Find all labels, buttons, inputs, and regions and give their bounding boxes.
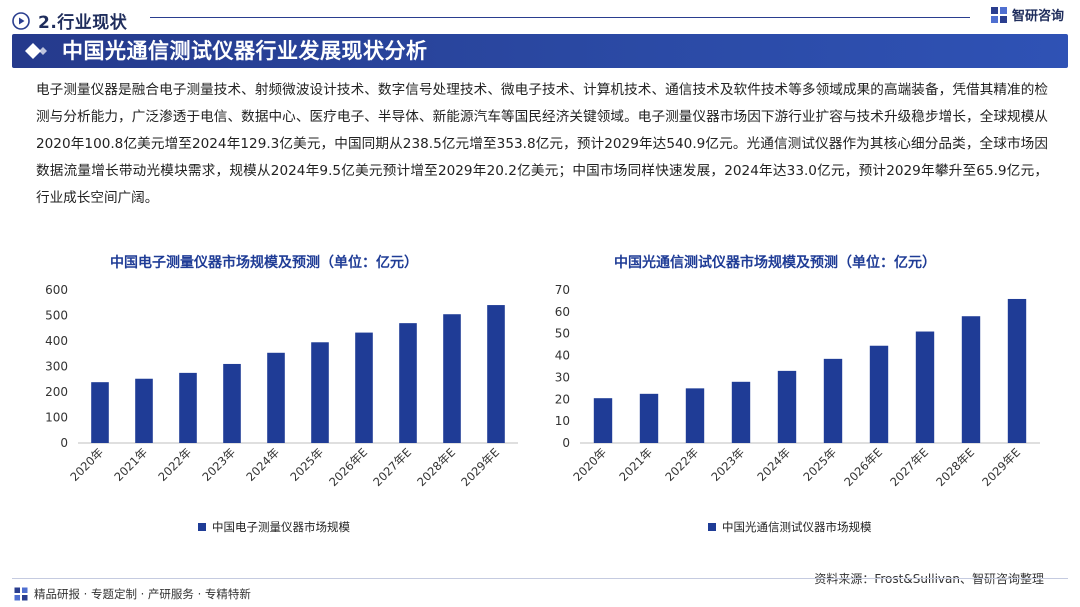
footer-services: 精品研报 · 专题定制 · 产研服务 · 专精特新 <box>14 586 251 602</box>
bar <box>443 314 461 443</box>
bar <box>91 382 109 443</box>
x-tick-label: 2024年 <box>243 445 282 484</box>
y-tick-label: 0 <box>60 436 68 450</box>
brand-name: 智研咨询 <box>1011 9 1064 24</box>
bar <box>593 398 613 443</box>
bar <box>311 342 329 443</box>
brand-logo-icon <box>990 6 1007 23</box>
section-title: 2.行业现状 <box>38 13 128 33</box>
x-tick-label: 2020年 <box>570 445 609 484</box>
x-tick-label: 2027年E <box>887 445 931 489</box>
legend-swatch <box>708 523 716 531</box>
bar <box>823 358 843 443</box>
bar <box>267 352 285 443</box>
y-tick-label: 10 <box>555 414 570 428</box>
bar <box>1007 298 1027 443</box>
footer-logo-icon <box>14 587 28 601</box>
footer-services-text: 精品研报 · 专题定制 · 产研服务 · 专精特新 <box>34 587 251 601</box>
x-tick-label: 2024年 <box>754 445 793 484</box>
brand: 智研咨询 <box>990 5 1064 24</box>
chart-1-title: 中国电子测量仪器市场规模及预测（单位：亿元） <box>110 255 418 271</box>
y-tick-label: 30 <box>555 370 570 384</box>
x-tick-label: 2029年E <box>458 445 502 489</box>
bar <box>777 370 797 443</box>
bar <box>355 332 373 443</box>
play-circle-icon <box>12 11 30 30</box>
bar <box>731 381 751 443</box>
bar <box>685 388 705 443</box>
x-tick-label: 2022年 <box>155 445 194 484</box>
x-tick-label: 2023年 <box>708 445 747 484</box>
legend-label: 中国光通信测试仪器市场规模 <box>722 520 872 534</box>
bar <box>961 316 981 443</box>
y-tick-label: 0 <box>562 436 570 450</box>
bar <box>135 378 153 443</box>
y-tick-label: 20 <box>555 392 570 406</box>
bar <box>179 372 197 443</box>
y-tick-label: 200 <box>45 385 68 399</box>
section-header: 2.行业现状 <box>12 8 127 33</box>
title-banner: 中国光通信测试仪器行业发展现状分析 <box>12 34 1068 68</box>
header-divider <box>150 17 970 18</box>
x-tick-label: 2028年E <box>933 445 977 489</box>
x-tick-label: 2021年 <box>616 445 655 484</box>
bar <box>399 323 417 443</box>
source-note: 资料来源：Frost&Sullivan、智研咨询整理 <box>814 572 1044 586</box>
diamond-icon <box>25 43 47 59</box>
bar <box>915 331 935 443</box>
footer-divider <box>12 578 1068 579</box>
legend-label: 中国电子测量仪器市场规模 <box>212 520 350 534</box>
y-tick-label: 400 <box>45 334 68 348</box>
y-tick-label: 500 <box>45 309 68 323</box>
intro-paragraph: 电子测量仪器是融合电子测量技术、射频微波设计技术、数字信号处理技术、微电子技术、… <box>36 82 1048 206</box>
bar <box>487 305 505 443</box>
x-tick-label: 2025年 <box>287 445 326 484</box>
bar <box>639 393 659 443</box>
y-tick-label: 600 <box>45 283 68 297</box>
bar <box>223 363 241 443</box>
x-tick-label: 2022年 <box>662 445 701 484</box>
y-tick-label: 50 <box>555 327 570 341</box>
banner-title: 中国光通信测试仪器行业发展现状分析 <box>62 39 428 63</box>
y-tick-label: 100 <box>45 411 68 425</box>
x-tick-label: 2020年 <box>67 445 106 484</box>
y-tick-label: 300 <box>45 360 68 374</box>
x-tick-label: 2026年E <box>841 445 885 489</box>
x-tick-label: 2027年E <box>370 445 414 489</box>
x-tick-label: 2028年E <box>414 445 458 489</box>
x-tick-label: 2021年 <box>111 445 150 484</box>
x-tick-label: 2026年E <box>326 445 370 489</box>
y-tick-label: 60 <box>555 305 570 319</box>
x-tick-label: 2029年E <box>979 445 1023 489</box>
chart-2-title: 中国光通信测试仪器市场规模及预测（单位：亿元） <box>614 255 936 271</box>
y-tick-label: 70 <box>555 283 570 297</box>
bar <box>869 345 889 443</box>
legend-swatch <box>198 523 206 531</box>
x-tick-label: 2025年 <box>800 445 839 484</box>
chart-2: 0 10 20 30 40 50 60 70 2020年 2021年 2022年 2023年 2024年… <box>555 283 1040 534</box>
y-tick-label: 40 <box>555 349 570 363</box>
x-tick-label: 2023年 <box>199 445 238 484</box>
